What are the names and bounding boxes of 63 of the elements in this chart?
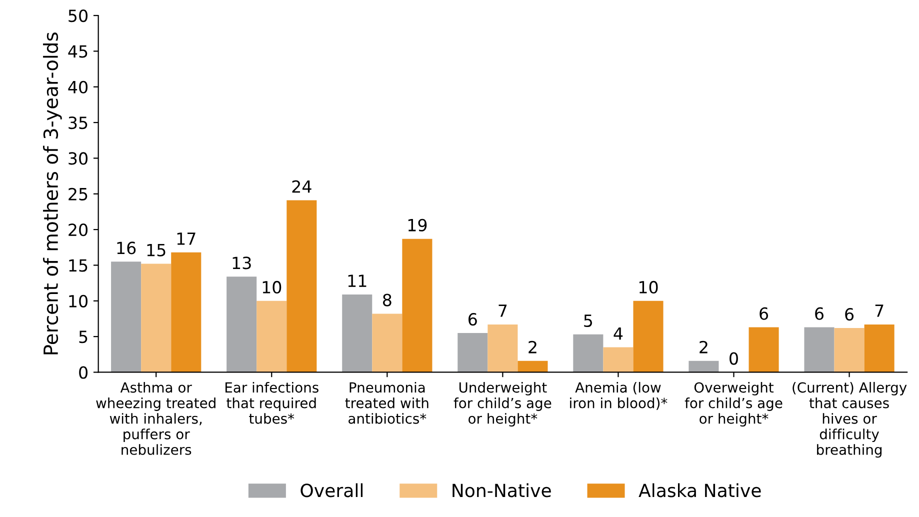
legend-label: Overall — [300, 483, 363, 498]
x-tick-label: Overweight for child’s age or height* — [684, 382, 782, 427]
data-label: 10 — [262, 280, 282, 294]
legend-label: Non-Native — [452, 483, 551, 498]
data-label: 2 — [528, 340, 536, 354]
data-label: 24 — [292, 180, 312, 193]
x-tick-label: Underweight for child’s age or height* — [454, 382, 552, 427]
bar — [688, 360, 719, 372]
data-label: 16 — [117, 242, 136, 254]
data-label: 6 — [468, 312, 477, 326]
bar — [141, 264, 172, 372]
data-label: 0 — [730, 352, 738, 365]
data-label: 5 — [584, 314, 592, 328]
x-tick-label: Asthma or wheezing treated with inhalers, puffers or nebulizers — [96, 382, 216, 455]
y-tick-label: 45 — [68, 45, 88, 58]
bar — [633, 300, 664, 372]
bar — [488, 324, 518, 372]
y-tick-label: 5 — [79, 330, 88, 344]
y-tick-label: 15 — [69, 259, 88, 272]
data-label: 7 — [498, 304, 507, 317]
x-tick-label: Anemia (low iron in blood)* — [570, 382, 668, 410]
data-label: 6 — [845, 308, 854, 321]
bar — [342, 294, 372, 372]
x-tick-label: Pneumonia treated with antibiotics* — [345, 382, 428, 424]
data-label: 8 — [382, 294, 392, 306]
bar — [111, 262, 142, 372]
y-tick-label: 50 — [68, 9, 88, 22]
y-tick-label: 25 — [68, 188, 88, 200]
data-label: 13 — [232, 256, 251, 270]
data-label: 19 — [408, 218, 427, 232]
y-tick-label: 0 — [79, 366, 88, 379]
data-label: 15 — [147, 244, 166, 256]
bar — [458, 333, 488, 372]
x-tick-label: (Current) Allergy that causes hives or difficulty breathing — [792, 382, 907, 458]
data-label: 11 — [348, 274, 366, 287]
data-label: 17 — [177, 232, 196, 245]
bar — [226, 276, 257, 372]
y-axis-title: Percent of mothers of 3-year-olds — [43, 32, 62, 354]
bar — [804, 327, 834, 372]
y-tick-label: 20 — [68, 224, 88, 236]
y-tick-label: 30 — [68, 152, 88, 165]
data-label: 6 — [815, 307, 824, 320]
data-label: 6 — [760, 307, 768, 320]
bar — [864, 324, 894, 372]
bar — [834, 328, 864, 372]
y-tick-label: 10 — [69, 294, 88, 308]
y-tick-label: 35 — [68, 116, 88, 130]
bar — [748, 327, 779, 372]
legend-label: Alaska Native — [638, 483, 761, 498]
bar — [372, 314, 402, 372]
bar — [573, 334, 604, 372]
bar — [286, 200, 317, 372]
y-tick-label: 40 — [68, 80, 88, 94]
bar — [171, 252, 202, 372]
data-label: 2 — [700, 340, 708, 354]
bar — [518, 360, 548, 372]
bar — [256, 300, 287, 372]
x-tick-label: Ear infections that required tubes* — [226, 382, 318, 424]
data-label: 7 — [875, 304, 884, 317]
data-label: 4 — [614, 327, 623, 340]
bar — [603, 347, 634, 372]
data-label: 10 — [639, 280, 658, 294]
bar — [402, 238, 432, 372]
